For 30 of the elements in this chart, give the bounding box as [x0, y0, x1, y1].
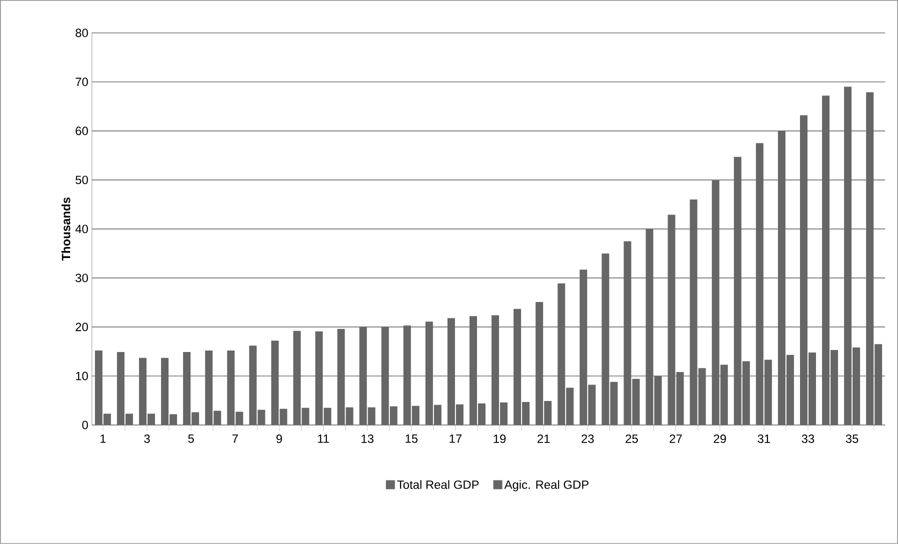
x-tick-label: 17 — [450, 434, 462, 443]
x-tick-label: 27 — [670, 434, 682, 443]
x-tick-label: 15 — [406, 434, 418, 443]
y-tick-label: 80 — [76, 28, 88, 38]
y-tick-label: 50 — [76, 176, 88, 184]
x-tick-label: 29 — [714, 434, 726, 444]
x-tick-label: 19 — [494, 434, 506, 444]
y-tick-label: 0 — [82, 420, 88, 430]
x-tick-label: 13 — [362, 434, 374, 444]
y-tick-label: 40 — [75, 224, 88, 234]
x-tick-label: 3 — [144, 434, 150, 444]
y-tick-label: 30 — [76, 274, 88, 282]
x-tick-label: 31 — [758, 434, 770, 444]
x-tick-label: 23 — [582, 434, 594, 444]
x-tick-label: 7 — [232, 434, 238, 443]
y-tick-label: 10 — [76, 372, 88, 380]
x-tick-label: 9 — [276, 434, 282, 444]
x-tick-label: 1 — [100, 434, 106, 443]
x-tick-label: 35 — [846, 434, 858, 444]
y-tick-label: 70 — [76, 78, 88, 86]
y-tick-label: 20 — [76, 322, 88, 332]
x-tick-label: 5 — [188, 434, 194, 443]
y-tick-label: 60 — [76, 126, 88, 136]
x-tick-label: 33 — [802, 434, 814, 444]
legend-label: Total Real GDP — [397, 480, 479, 489]
x-tick-label: 25 — [626, 434, 638, 444]
x-tick-label: 11 — [318, 434, 329, 443]
y-axis-title: Thousands — [61, 198, 70, 261]
legend-label: Agic. Real GDP — [504, 480, 588, 492]
x-tick-label: 21 — [538, 434, 550, 443]
